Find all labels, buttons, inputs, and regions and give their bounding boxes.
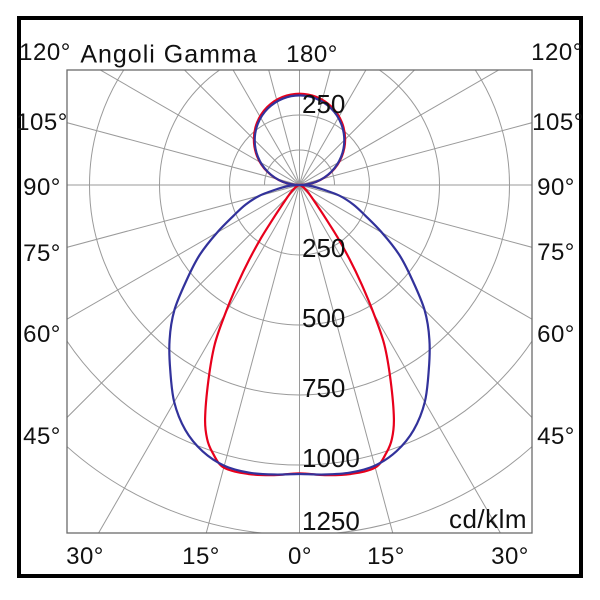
gamma-label-left-60: 60°	[23, 321, 61, 348]
gamma-label-left-90: 90°	[23, 174, 61, 201]
gamma-label-left-45: 45°	[23, 423, 61, 450]
ring-label-1000: 1000	[302, 443, 360, 473]
plot-box-border	[66, 69, 533, 534]
ring-1000	[67, 339, 532, 466]
gamma-label-right-60: 60°	[537, 321, 575, 348]
photometric-curves	[168, 92, 431, 477]
gamma-label-right-105: 105°	[532, 109, 584, 136]
gamma-label-180: 180°	[286, 41, 338, 68]
gamma-label-right-90: 90°	[537, 174, 575, 201]
ring-250	[229, 114, 370, 256]
radial-unit-label: cd/klm	[448, 504, 528, 534]
gamma-label-right-120: 120°	[531, 39, 583, 66]
gamma-label-bottom-0: 0°	[288, 543, 312, 570]
ring-750	[89, 70, 510, 396]
ring-label-750: 750	[302, 373, 346, 403]
ring-label-250: 250	[302, 233, 346, 263]
ring-label-500: 500	[302, 303, 346, 333]
blue-photometric-curve	[168, 183, 431, 476]
chart-title: Angoli Gamma	[80, 40, 258, 69]
ring-label-1250: 1250	[302, 506, 360, 536]
blue-upper-lobe	[253, 94, 346, 187]
gamma-label-right-75: 75°	[537, 239, 575, 266]
gamma-label-bottom-15-left: 15°	[182, 543, 220, 570]
gamma-label-left-120: 120°	[19, 39, 71, 66]
ring-label-upper-250: 250	[302, 89, 346, 119]
gamma-label-bottom-30-right: 30°	[491, 543, 529, 570]
gamma-label-left-75: 75°	[23, 240, 61, 267]
ring-500	[159, 70, 440, 326]
gamma-label-right-45: 45°	[537, 423, 575, 450]
gamma-label-bottom-30-left: 30°	[66, 543, 104, 570]
gamma-label-left-105: 105°	[16, 109, 68, 136]
gamma-label-bottom-15-right: 15°	[367, 543, 405, 570]
outer-frame	[17, 16, 583, 578]
